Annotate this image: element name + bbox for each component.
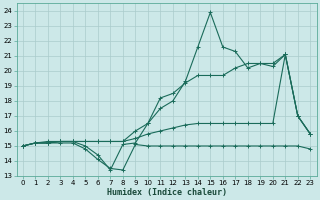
X-axis label: Humidex (Indice chaleur): Humidex (Indice chaleur) <box>107 188 227 197</box>
